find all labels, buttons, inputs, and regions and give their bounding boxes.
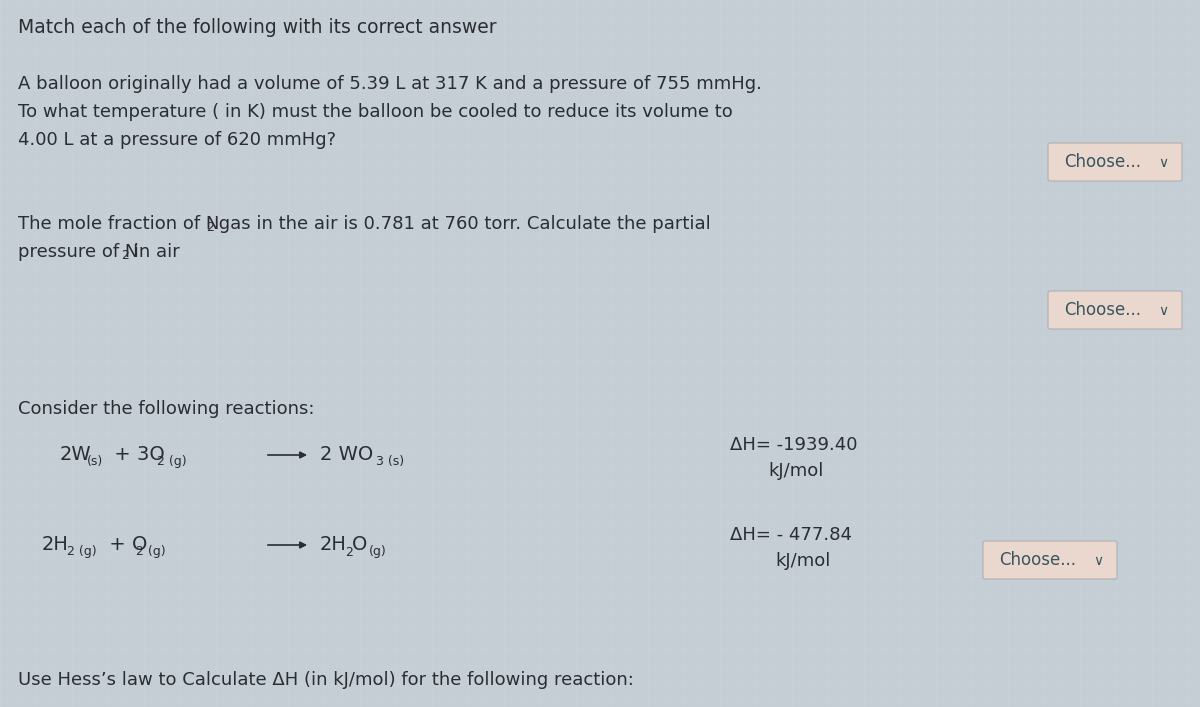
- FancyBboxPatch shape: [1048, 143, 1182, 181]
- Text: pressure of N: pressure of N: [18, 243, 138, 261]
- Text: gas in the air is 0.781 at 760 torr. Calculate the partial: gas in the air is 0.781 at 760 torr. Cal…: [214, 215, 710, 233]
- Text: Match each of the following with its correct answer: Match each of the following with its cor…: [18, 18, 497, 37]
- Text: ΔH= -1939.40: ΔH= -1939.40: [730, 436, 858, 454]
- Text: (g): (g): [370, 546, 386, 559]
- Text: ΔH= - 477.84: ΔH= - 477.84: [730, 526, 852, 544]
- Text: 2 WO: 2 WO: [320, 445, 373, 464]
- Text: kJ/mol: kJ/mol: [775, 552, 830, 570]
- Text: 2 (g): 2 (g): [67, 546, 97, 559]
- Text: Use Hess’s law to Calculate ΔH (in kJ/mol) for the following reaction:: Use Hess’s law to Calculate ΔH (in kJ/mo…: [18, 671, 634, 689]
- Text: 4.00 L at a pressure of 620 mmHg?: 4.00 L at a pressure of 620 mmHg?: [18, 131, 336, 149]
- FancyBboxPatch shape: [1048, 291, 1182, 329]
- Text: O: O: [352, 535, 367, 554]
- Text: 2: 2: [206, 221, 214, 234]
- Text: 2 (g): 2 (g): [136, 546, 166, 559]
- Text: 2: 2: [346, 546, 353, 559]
- Text: Consider the following reactions:: Consider the following reactions:: [18, 400, 314, 418]
- Text: Choose...: Choose...: [1064, 153, 1141, 171]
- Text: 2: 2: [121, 249, 128, 262]
- Text: in air: in air: [128, 243, 180, 261]
- Text: 2H: 2H: [42, 535, 68, 554]
- Text: To what temperature ( in K) must the balloon be cooled to reduce its volume to: To what temperature ( in K) must the bal…: [18, 103, 733, 121]
- Text: (s): (s): [88, 455, 103, 469]
- Text: + O: + O: [103, 535, 148, 554]
- Text: 2H: 2H: [320, 535, 347, 554]
- Text: ∨: ∨: [1158, 304, 1168, 318]
- Text: kJ/mol: kJ/mol: [768, 462, 823, 480]
- Text: 2 (g): 2 (g): [157, 455, 187, 469]
- Text: 3 (s): 3 (s): [376, 455, 404, 469]
- Text: ∨: ∨: [1093, 554, 1103, 568]
- Text: + 3O: + 3O: [108, 445, 164, 464]
- Text: ∨: ∨: [1158, 156, 1168, 170]
- Text: The mole fraction of N: The mole fraction of N: [18, 215, 220, 233]
- Text: A balloon originally had a volume of 5.39 L at 317 K and a pressure of 755 mmHg.: A balloon originally had a volume of 5.3…: [18, 75, 762, 93]
- Text: Choose...: Choose...: [1064, 301, 1141, 319]
- Text: 2W: 2W: [60, 445, 91, 464]
- Text: Choose...: Choose...: [1000, 551, 1076, 569]
- FancyBboxPatch shape: [983, 541, 1117, 579]
